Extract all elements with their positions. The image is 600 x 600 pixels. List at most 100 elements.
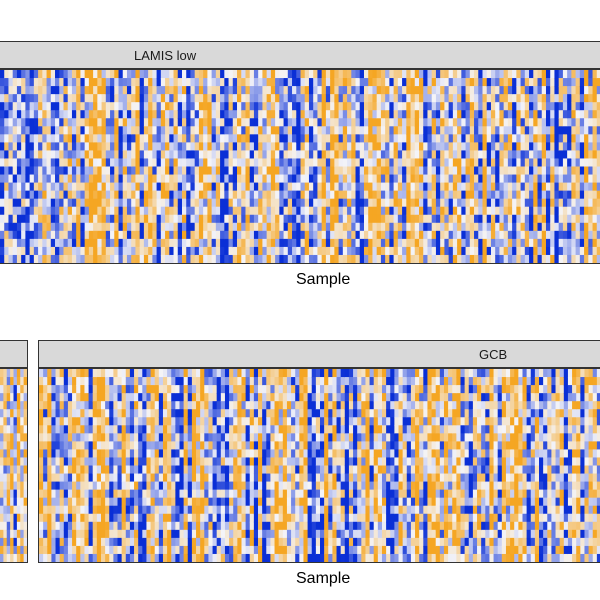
heatmap-cell (216, 449, 222, 459)
heatmap-cell (253, 457, 259, 467)
heatmap-cell (342, 110, 348, 119)
heatmap-cell (76, 246, 82, 256)
heatmap-cell (427, 222, 433, 232)
heatmap-cell (67, 102, 73, 111)
heatmap-cell (562, 126, 568, 135)
heatmap-cell (237, 449, 243, 459)
heatmap-cell (296, 198, 302, 208)
heatmap-cell (125, 489, 131, 499)
heatmap-cell (23, 441, 27, 451)
heatmap-cell (63, 529, 69, 539)
heatmap-cell (97, 142, 103, 152)
heatmap-cell (266, 385, 272, 394)
heatmap-cell (139, 126, 145, 135)
heatmap-cell (162, 377, 168, 386)
heatmap-cell (43, 393, 48, 402)
heatmap-cell (100, 489, 106, 499)
heatmap-cell (105, 465, 110, 475)
heatmap-cell (216, 537, 222, 547)
heatmap-cell (558, 142, 564, 152)
heatmap-cell (59, 489, 65, 499)
heatmap-cell (562, 134, 568, 143)
heatmap-cell (258, 238, 264, 248)
heatmap-cell (105, 174, 111, 184)
heatmap-cell (224, 126, 230, 135)
heatmap-cell (220, 142, 225, 152)
heatmap-cell (292, 174, 297, 184)
heatmap-cell (105, 441, 110, 451)
heatmap-cell (67, 529, 73, 539)
heatmap-cell (229, 409, 234, 418)
heatmap-cell (376, 86, 382, 95)
heatmap-cell (105, 110, 111, 119)
heatmap-cell (567, 142, 572, 152)
heatmap-cell (100, 473, 106, 483)
heatmap-cell (317, 134, 323, 143)
heatmap-cell (596, 110, 600, 119)
heatmap-cell (179, 441, 185, 451)
heatmap-cell (249, 409, 255, 418)
heatmap-cell (397, 238, 403, 248)
heatmap-cell (4, 126, 10, 135)
heatmap-cell (469, 182, 475, 192)
heatmap-cell (105, 433, 110, 442)
heatmap-cell (46, 174, 52, 184)
heatmap-cell (39, 465, 44, 475)
heatmap-cell (330, 198, 335, 208)
heatmap-cell (406, 94, 412, 103)
heatmap-cell (198, 206, 204, 216)
heatmap-cell (118, 158, 124, 168)
heatmap-cell (237, 465, 243, 475)
heatmap-cell (232, 222, 238, 232)
heatmap-cell (194, 158, 200, 168)
heatmap-cell (150, 489, 156, 499)
heatmap-cell (507, 174, 513, 184)
heatmap-cell (283, 198, 289, 208)
heatmap-cell (135, 102, 141, 111)
heatmap-cell (427, 198, 433, 208)
heatmap-cell (474, 126, 479, 135)
heatmap-cell (368, 158, 374, 168)
heatmap-cell (342, 86, 348, 95)
heatmap-cell (122, 86, 128, 95)
heatmap-cell (16, 246, 22, 256)
heatmap-cell (10, 521, 15, 531)
heatmap-cell (486, 150, 492, 160)
heatmap-cell (300, 78, 306, 87)
heatmap-cell (129, 433, 135, 442)
heatmap-cell (12, 206, 18, 216)
heatmap-cell (46, 94, 52, 103)
heatmap-cell (495, 78, 501, 87)
heatmap-cell (363, 166, 369, 176)
heatmap-cell (571, 166, 577, 176)
heatmap-cell (16, 174, 22, 184)
heatmap-cell (279, 102, 285, 111)
heatmap-cell (296, 142, 302, 152)
heatmap-cell (554, 110, 560, 119)
heatmap-cell (520, 118, 526, 127)
heatmap-cell (237, 393, 243, 402)
heatmap-cell (266, 206, 272, 216)
heatmap-cell (208, 417, 214, 426)
heatmap-cell (334, 110, 340, 119)
heatmap-cell (232, 238, 238, 248)
heatmap-cell (175, 505, 181, 515)
heatmap-cell (393, 190, 399, 200)
heatmap-cell (567, 110, 572, 119)
heatmap-cell (4, 198, 10, 208)
heatmap-cell (88, 166, 94, 176)
heatmap-cell (4, 174, 10, 184)
heatmap-cell (114, 230, 120, 240)
heatmap-cell (237, 481, 243, 491)
heatmap-cell (143, 126, 149, 135)
heatmap-cell (110, 230, 115, 240)
heatmap-cell (270, 449, 276, 459)
heatmap-cell (571, 238, 577, 248)
heatmap-cell (372, 254, 378, 263)
heatmap-cell (308, 230, 314, 240)
heatmap-cell (181, 174, 187, 184)
heatmap-cell (126, 238, 132, 248)
heatmap-cell (76, 166, 82, 176)
heatmap-cell (191, 529, 197, 539)
heatmap-cell (80, 433, 86, 442)
